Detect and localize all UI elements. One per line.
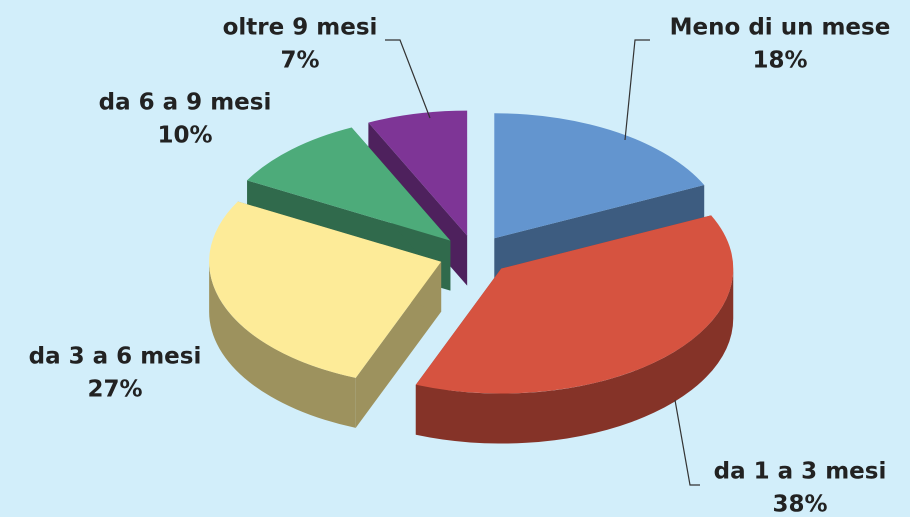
value-label: 27%: [87, 377, 142, 403]
slice-label: Meno di un mese: [670, 15, 891, 41]
slice-wall: [209, 261, 356, 428]
slice-label: da 3 a 6 mesi: [29, 344, 202, 370]
slice-wall: [415, 268, 734, 444]
value-label: 7%: [280, 48, 319, 74]
leader-line: [385, 39, 431, 119]
slice: [415, 215, 734, 394]
slice: [209, 201, 442, 378]
slice: [368, 110, 468, 236]
slice-label: da 6 a 9 mesi: [99, 90, 272, 116]
slice-label: oltre 9 mesi: [223, 15, 378, 41]
slice: [494, 113, 705, 239]
value-label: 10%: [157, 123, 212, 149]
leader-line: [624, 39, 650, 141]
slice: [247, 127, 451, 241]
value-label: 18%: [752, 48, 807, 74]
slice-label: da 1 a 3 mesi: [714, 459, 887, 485]
leader-line: [674, 399, 700, 486]
value-label: 38%: [772, 492, 827, 517]
